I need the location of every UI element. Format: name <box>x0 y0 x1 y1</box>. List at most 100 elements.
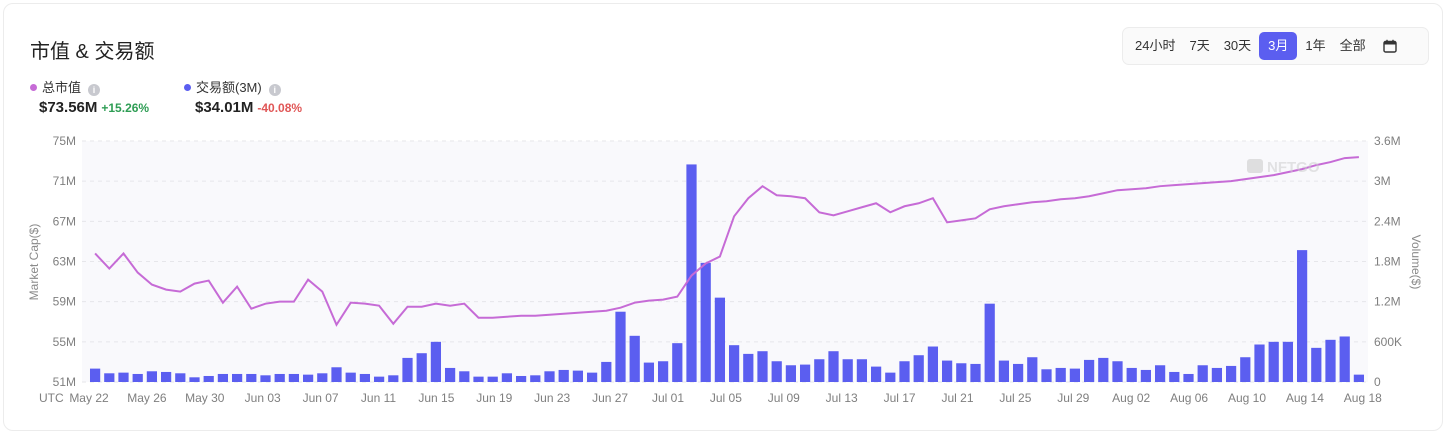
volume-bar[interactable] <box>501 373 513 382</box>
volume-bar[interactable] <box>416 353 427 382</box>
range-1y-button[interactable]: 1年 <box>1305 38 1326 53</box>
volume-bar[interactable] <box>1140 369 1152 382</box>
volume-bar[interactable] <box>572 370 584 382</box>
volume-bar[interactable] <box>657 361 669 382</box>
volume-bar[interactable] <box>984 303 995 382</box>
volume-bar[interactable] <box>388 375 399 382</box>
volume-bar[interactable] <box>1325 339 1336 382</box>
volume-bar[interactable] <box>317 373 328 382</box>
volume-bar[interactable] <box>160 371 172 382</box>
volume-bar[interactable] <box>771 361 782 382</box>
volume-bar[interactable] <box>785 365 797 382</box>
range-24h-button[interactable]: 24小时 <box>1135 38 1176 53</box>
volume-bar[interactable] <box>1240 357 1251 382</box>
legend-volume[interactable]: 交易额(3M) i <box>184 77 281 96</box>
volume-bar[interactable] <box>1339 336 1350 382</box>
volume-bar[interactable] <box>1225 365 1237 382</box>
volume-bar[interactable] <box>203 375 214 382</box>
volume-bar[interactable] <box>1012 363 1024 382</box>
volume-bar[interactable] <box>544 371 555 382</box>
volume-bar[interactable] <box>402 357 413 382</box>
volume-bar[interactable] <box>231 373 243 382</box>
volume-bar[interactable] <box>927 346 939 382</box>
volume-bar[interactable] <box>146 371 158 382</box>
volume-bar[interactable] <box>643 362 655 382</box>
legend-market-cap[interactable]: 总市值 i <box>30 77 101 96</box>
volume-bar[interactable] <box>1296 250 1308 382</box>
volume-bar[interactable] <box>1098 357 1109 382</box>
volume-bar[interactable] <box>1282 341 1294 382</box>
volume-bar[interactable] <box>615 311 626 382</box>
volume-bar[interactable] <box>1353 374 1365 382</box>
volume-bar[interactable] <box>118 372 129 382</box>
volume-bar[interactable] <box>89 368 101 382</box>
volume-bar[interactable] <box>530 375 541 382</box>
volume-bar[interactable] <box>998 360 1010 382</box>
volume-bar[interactable] <box>714 297 726 382</box>
volume-bar[interactable] <box>246 373 257 382</box>
volume-bar[interactable] <box>1254 344 1265 382</box>
volume-bar[interactable] <box>885 372 896 382</box>
volume-bar[interactable] <box>728 345 740 382</box>
volume-bar[interactable] <box>1055 367 1066 382</box>
volume-bar[interactable] <box>799 364 811 382</box>
volume-bar[interactable] <box>842 359 853 382</box>
volume-bar[interactable] <box>586 372 598 382</box>
volume-bar[interactable] <box>1126 367 1137 382</box>
volume-bar[interactable] <box>189 377 200 382</box>
volume-bar[interactable] <box>672 343 683 382</box>
volume-bar[interactable] <box>331 367 342 382</box>
range-7d-button[interactable]: 7天 <box>1189 38 1210 53</box>
volume-bar[interactable] <box>913 355 924 382</box>
range-30d-button[interactable]: 30天 <box>1223 38 1252 53</box>
volume-bar[interactable] <box>302 374 314 382</box>
volume-bar[interactable] <box>856 359 868 382</box>
volume-bar[interactable] <box>629 335 640 382</box>
range-all-button[interactable]: 全部 <box>1339 38 1366 53</box>
volume-bar[interactable] <box>1069 368 1081 382</box>
volume-bar[interactable] <box>970 363 981 382</box>
volume-bar[interactable] <box>1211 367 1223 382</box>
volume-bar[interactable] <box>1183 373 1194 382</box>
volume-bar[interactable] <box>956 363 967 382</box>
info-icon[interactable]: i <box>88 84 101 96</box>
volume-bar[interactable] <box>743 353 754 382</box>
calendar-icon[interactable] <box>1378 32 1402 60</box>
volume-bar[interactable] <box>373 376 385 382</box>
volume-bar[interactable] <box>274 373 285 382</box>
volume-bar[interactable] <box>487 376 498 382</box>
volume-bar[interactable] <box>899 361 910 382</box>
volume-bar[interactable] <box>444 367 456 382</box>
volume-bar[interactable] <box>132 373 143 382</box>
volume-bar[interactable] <box>700 262 711 382</box>
volume-bar[interactable] <box>288 373 300 382</box>
volume-bar[interactable] <box>828 351 839 382</box>
volume-bar[interactable] <box>757 351 768 382</box>
volume-bar[interactable] <box>558 369 569 382</box>
volume-bar[interactable] <box>601 361 612 382</box>
volume-bar[interactable] <box>459 371 470 382</box>
volume-bar[interactable] <box>1268 341 1279 382</box>
volume-bar[interactable] <box>1112 361 1123 382</box>
volume-bar[interactable] <box>686 164 697 382</box>
volume-bar[interactable] <box>473 376 484 382</box>
volume-bar[interactable] <box>1027 357 1038 382</box>
volume-bar[interactable] <box>870 366 882 382</box>
volume-bar[interactable] <box>1154 365 1166 382</box>
volume-bar[interactable] <box>104 373 115 382</box>
volume-bar[interactable] <box>217 373 229 382</box>
volume-bar[interactable] <box>1041 369 1052 382</box>
range-3m-button[interactable]: 3月 <box>1259 32 1298 60</box>
volume-bar[interactable] <box>515 375 527 382</box>
volume-bar[interactable] <box>814 359 825 382</box>
volume-bar[interactable] <box>1169 371 1180 382</box>
volume-bar[interactable] <box>1197 365 1208 382</box>
volume-bar[interactable] <box>260 375 271 382</box>
info-icon[interactable]: i <box>268 84 281 96</box>
volume-bar[interactable] <box>359 373 371 382</box>
volume-bar[interactable] <box>175 373 186 382</box>
volume-bar[interactable] <box>345 372 356 382</box>
volume-bar[interactable] <box>941 360 953 382</box>
volume-bar[interactable] <box>1083 359 1095 382</box>
volume-bar[interactable] <box>1311 347 1322 382</box>
